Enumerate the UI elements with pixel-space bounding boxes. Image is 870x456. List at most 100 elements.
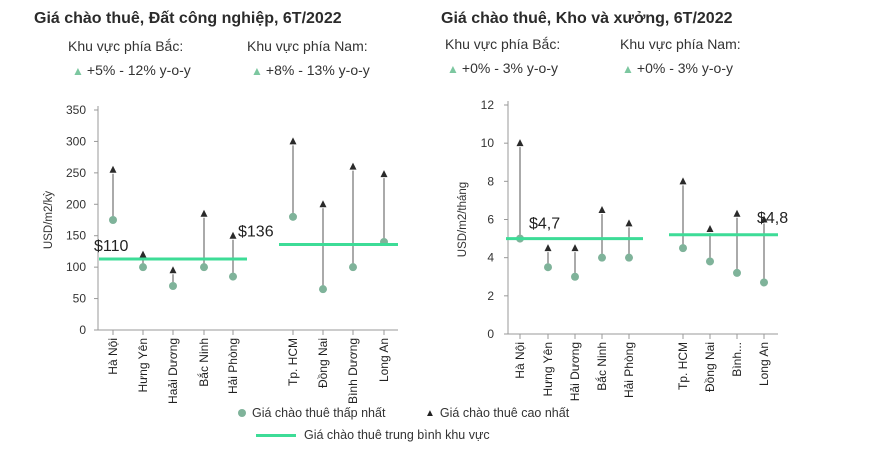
x-category-label: Hải Phòng — [622, 342, 636, 398]
high-triangle-icon: ▲ — [425, 407, 435, 419]
left-north-label: Khu vực phía Bắc: — [68, 38, 184, 54]
chart-1: 0 50 100 150 200 250 300 350 USD/m2/kỳ Hà Nội Hưng… — [43, 103, 398, 404]
right-chart-panel: Giá chào thuê, Kho và xưởng, 6T/2022 Khu… — [435, 0, 870, 400]
x-category-label: Hải Phòng — [226, 338, 240, 394]
x-category-label: Tp. HCM — [286, 338, 300, 386]
x-category-label: Haải Dương — [166, 338, 180, 404]
right-north-growth-text: +0% - 3% y-o-y — [461, 60, 558, 76]
x-category-label: Bình... — [730, 342, 744, 377]
right-south-growth: ▲ +0% - 3% y-o-y — [622, 60, 733, 76]
x-category-label: Bắc Ninh — [196, 338, 211, 387]
low-price-point — [679, 244, 687, 253]
low-price-point — [733, 268, 741, 277]
y-tick-label: 150 — [66, 229, 86, 243]
low-price-point — [598, 253, 606, 262]
low-price-point — [625, 253, 633, 262]
low-price-point — [289, 212, 297, 221]
y-axis-title: USD/m2/tháng — [457, 182, 469, 257]
y-tick-label: 10 — [481, 136, 495, 150]
chart-2: 0 2 4 6 8 10 12 USD/m2/tháng Hà Nội Hưng Yên Hải D… — [457, 98, 788, 401]
x-category-label: Hải Dương — [568, 342, 582, 401]
high-price-triangle — [571, 244, 579, 252]
high-price-triangle — [380, 170, 388, 178]
average-price-label: $136 — [238, 224, 274, 241]
legend-low: Giá chào thuê thấp nhất — [238, 406, 385, 420]
high-price-triangle — [625, 219, 633, 227]
x-category-label: Hà Nội — [106, 338, 120, 375]
y-tick-label: 250 — [66, 166, 86, 180]
average-price-label: $4,7 — [529, 216, 560, 233]
average-price-label: $4,8 — [757, 210, 788, 227]
x-category-label: Đồng Nai — [703, 342, 717, 392]
right-north-growth: ▲ +0% - 3% y-o-y — [447, 60, 558, 76]
up-triangle-icon: ▲ — [447, 62, 459, 76]
low-price-point — [109, 216, 117, 224]
high-price-triangle — [229, 231, 237, 239]
low-price-point — [760, 278, 768, 287]
x-category-label: Bình Dương — [346, 338, 360, 404]
legend-low-label: Giá chào thuê thấp nhất — [252, 406, 386, 420]
left-chart-title: Giá chào thuê, Đất công nghiệp, 6T/2022 — [34, 10, 342, 27]
high-price-triangle — [706, 225, 714, 233]
y-tick-label: 300 — [66, 134, 86, 148]
low-price-point — [139, 263, 147, 272]
x-category-label: Long An — [377, 338, 391, 382]
x-category-label: Hà Nội — [513, 342, 527, 379]
x-category-label: Hưng Yên — [136, 338, 150, 393]
left-south-growth: ▲ +8% - 13% y-o-y — [251, 62, 370, 78]
right-south-growth-text: +0% - 3% y-o-y — [636, 60, 733, 76]
y-tick-label: 8 — [487, 174, 494, 188]
y-axis-title: USD/m2/kỳ — [43, 191, 55, 249]
high-price-triangle — [349, 162, 357, 170]
left-south-growth-text: +8% - 13% y-o-y — [265, 62, 370, 78]
high-price-triangle — [760, 215, 768, 223]
high-price-triangle — [169, 266, 177, 274]
x-category-label: Bắc Ninh — [594, 342, 609, 391]
left-north-growth-text: +5% - 12% y-o-y — [86, 62, 191, 78]
y-tick-label: 200 — [66, 197, 86, 211]
up-triangle-icon: ▲ — [622, 62, 634, 76]
average-price-label: $110 — [94, 238, 129, 255]
low-price-point — [229, 272, 237, 281]
low-price-point — [349, 263, 357, 272]
low-price-point — [319, 285, 327, 294]
high-price-triangle — [679, 177, 687, 185]
left-south-label: Khu vực phía Nam: — [247, 38, 368, 54]
y-tick-label: 0 — [79, 323, 86, 337]
high-price-triangle — [289, 137, 297, 145]
y-tick-label: 4 — [487, 251, 494, 265]
legend-avg: Giá chào thuê trung bình khu vực — [256, 428, 490, 442]
y-tick-label: 0 — [487, 327, 494, 341]
y-tick-label: 100 — [66, 260, 86, 274]
high-price-triangle — [544, 244, 552, 252]
low-price-point — [169, 282, 177, 290]
high-price-triangle — [109, 165, 117, 173]
x-category-label: Long An — [757, 342, 771, 386]
x-category-label: Hưng Yên — [541, 342, 555, 397]
left-north-growth: ▲ +5% - 12% y-o-y — [72, 62, 191, 78]
low-price-point — [706, 257, 714, 266]
low-price-point — [200, 263, 208, 272]
right-chart-title: Giá chào thuê, Kho và xưởng, 6T/2022 — [441, 10, 733, 27]
legend: Giá chào thuê thấp nhất ▲ Giá chào thuê … — [0, 404, 870, 454]
right-south-label: Khu vực phía Nam: — [620, 36, 741, 52]
low-dot-icon — [238, 409, 246, 417]
up-triangle-icon: ▲ — [251, 64, 263, 78]
high-price-triangle — [319, 200, 327, 208]
y-tick-label: 350 — [66, 103, 86, 117]
high-price-triangle — [139, 250, 147, 258]
y-tick-label: 12 — [481, 98, 495, 112]
high-price-triangle — [598, 205, 606, 213]
left-chart-panel: Giá chào thuê, Đất công nghiệp, 6T/2022 … — [0, 0, 430, 400]
high-price-triangle — [733, 209, 741, 217]
legend-avg-label: Giá chào thuê trung bình khu vực — [304, 428, 490, 442]
low-price-point — [571, 272, 579, 281]
low-price-point — [544, 263, 552, 272]
legend-high-label: Giá chào thuê cao nhất — [439, 406, 570, 420]
y-tick-label: 2 — [487, 289, 494, 303]
x-category-label: Đồng Nai — [316, 338, 330, 388]
x-category-label: Tp. HCM — [676, 342, 690, 390]
up-triangle-icon: ▲ — [72, 64, 84, 78]
avg-line-icon — [256, 433, 296, 437]
